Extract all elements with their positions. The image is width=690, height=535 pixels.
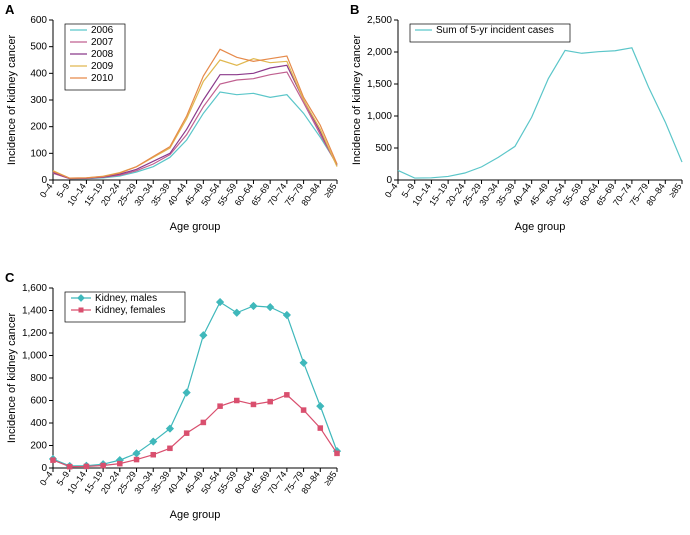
- panel-label-C: C: [5, 270, 14, 285]
- marker-square: [284, 392, 289, 397]
- y-tick-label: 1,400: [22, 306, 47, 317]
- marker-square: [251, 402, 256, 407]
- y-tick-label: 400: [30, 68, 47, 79]
- marker-square: [184, 431, 189, 436]
- x-tick-label: ≥85: [322, 181, 339, 199]
- marker-square: [335, 451, 340, 456]
- y-tick-label: 100: [30, 148, 47, 159]
- chart-svg-C: 02004006008001,0001,2001,4001,6000–45–91…: [5, 270, 345, 528]
- series-line-0: [53, 92, 337, 179]
- legend-label: Kidney, males: [95, 293, 157, 304]
- x-axis-title: Age group: [515, 221, 566, 233]
- legend-label: 2010: [91, 73, 114, 84]
- y-tick-label: 1,000: [367, 111, 392, 122]
- y-axis-title: Incidence of kidney cancer: [6, 35, 18, 166]
- y-tick-label: 300: [30, 95, 47, 106]
- marker-diamond: [250, 302, 258, 310]
- marker-square: [301, 408, 306, 413]
- marker-diamond: [233, 309, 241, 317]
- y-tick-label: 1,500: [367, 79, 392, 90]
- x-tick-label: ≥85: [322, 469, 339, 487]
- marker-diamond: [283, 311, 291, 319]
- y-tick-label: 800: [30, 373, 47, 384]
- legend-label: Kidney, females: [95, 305, 165, 316]
- chart-svg-B: 05001,0001,5002,0002,5000–45–910–1415–19…: [350, 2, 690, 240]
- marker-square: [117, 461, 122, 466]
- x-tick-label: 80–84: [299, 469, 322, 495]
- x-tick-label: ≥85: [667, 181, 684, 199]
- x-axis-title: Age group: [170, 509, 221, 521]
- marker-square: [151, 452, 156, 457]
- marker-square: [167, 446, 172, 451]
- marker-square: [268, 399, 273, 404]
- y-tick-label: 600: [30, 15, 47, 26]
- panel-B: B05001,0001,5002,0002,5000–45–910–1415–1…: [350, 2, 690, 240]
- legend-label: 2008: [91, 49, 114, 60]
- x-tick-label: 0–4: [38, 469, 55, 487]
- marker-diamond: [266, 303, 274, 311]
- legend-marker: [77, 294, 85, 302]
- marker-diamond: [300, 359, 308, 367]
- legend-label: 2007: [91, 37, 114, 48]
- marker-diamond: [216, 298, 224, 306]
- y-tick-label: 200: [30, 122, 47, 133]
- marker-square: [218, 404, 223, 409]
- x-tick-label: 0–4: [38, 181, 55, 199]
- marker-square: [67, 464, 72, 469]
- y-tick-label: 2,000: [367, 47, 392, 58]
- marker-square: [101, 463, 106, 468]
- panel-C: C02004006008001,0001,2001,4001,6000–45–9…: [5, 270, 345, 528]
- panel-label-A: A: [5, 2, 14, 17]
- y-tick-label: 600: [30, 396, 47, 407]
- y-tick-label: 400: [30, 418, 47, 429]
- legend-label: 2006: [91, 25, 114, 36]
- y-tick-label: 500: [375, 143, 392, 154]
- marker-diamond: [200, 331, 208, 339]
- marker-diamond: [183, 389, 191, 397]
- series-line-1: [53, 72, 337, 179]
- series-line-0: [53, 302, 337, 466]
- legend-marker: [79, 308, 84, 313]
- y-tick-label: 2,500: [367, 15, 392, 26]
- legend-label: Sum of 5-yr incident cases: [436, 25, 554, 36]
- panel-label-B: B: [350, 2, 359, 17]
- marker-square: [51, 458, 56, 463]
- series-line-1: [53, 395, 337, 467]
- marker-square: [201, 420, 206, 425]
- x-axis-title: Age group: [170, 221, 221, 233]
- marker-square: [134, 457, 139, 462]
- y-axis-title: Incidence of kidney cancer: [6, 313, 18, 444]
- chart-svg-A: 01002003004005006000–45–910–1415–1920–24…: [5, 2, 345, 240]
- series-line-0: [398, 48, 682, 178]
- y-tick-label: 1,000: [22, 351, 47, 362]
- y-axis-title: Incidence of kidney cancer: [351, 35, 363, 166]
- y-tick-label: 500: [30, 42, 47, 53]
- y-tick-label: 1,600: [22, 283, 47, 294]
- marker-square: [318, 426, 323, 431]
- y-tick-label: 1,200: [22, 328, 47, 339]
- x-tick-label: 80–84: [644, 181, 667, 207]
- marker-square: [84, 464, 89, 469]
- x-tick-label: 0–4: [383, 181, 400, 199]
- marker-diamond: [133, 450, 141, 458]
- y-tick-label: 200: [30, 441, 47, 452]
- panel-A: A01002003004005006000–45–910–1415–1920–2…: [5, 2, 345, 240]
- marker-diamond: [316, 402, 324, 410]
- marker-square: [234, 398, 239, 403]
- x-tick-label: 80–84: [299, 181, 322, 207]
- legend-label: 2009: [91, 61, 114, 72]
